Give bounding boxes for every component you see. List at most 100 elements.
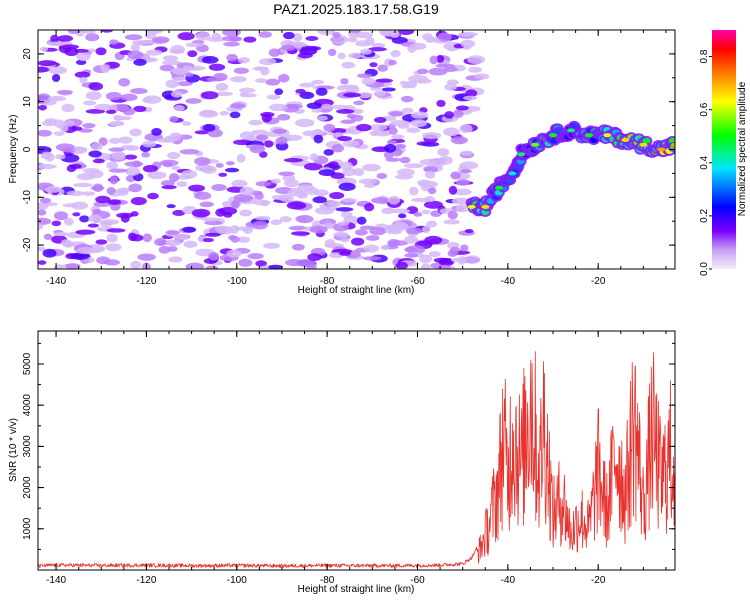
noise-blob xyxy=(443,127,460,137)
colorbar-tick-label: 0.4 xyxy=(699,155,710,169)
noise-blob xyxy=(397,30,415,36)
noise-blob xyxy=(133,105,147,113)
noise-blob xyxy=(223,41,240,47)
noise-blob xyxy=(410,197,431,203)
noise-blob xyxy=(184,72,194,77)
y-tick-label: 3000 xyxy=(22,435,33,458)
noise-blob xyxy=(199,201,214,208)
noise-blob xyxy=(113,114,123,121)
noise-blob xyxy=(356,216,367,225)
noise-blob xyxy=(421,225,431,234)
noise-blob xyxy=(85,109,106,114)
noise-blob xyxy=(185,42,204,48)
noise-blob xyxy=(376,172,388,180)
signal-core xyxy=(642,137,651,144)
noise-blob xyxy=(390,30,400,39)
noise-blob xyxy=(286,201,307,210)
noise-blob xyxy=(169,115,179,123)
noise-blob xyxy=(409,186,419,196)
noise-blob xyxy=(66,190,85,197)
noise-blob xyxy=(215,82,229,92)
noise-blob xyxy=(402,107,414,114)
noise-blob xyxy=(405,227,423,235)
noise-blob xyxy=(327,48,337,57)
noise-blob xyxy=(364,203,375,212)
noise-blob xyxy=(162,55,179,62)
noise-blob xyxy=(176,181,188,187)
noise-blob xyxy=(358,178,378,185)
noise-blob xyxy=(388,59,397,66)
noise-blob xyxy=(265,78,281,86)
noise-blob xyxy=(423,200,444,209)
noise-blob xyxy=(118,136,133,144)
x-tick-label: -60 xyxy=(410,276,425,287)
noise-blob xyxy=(384,143,397,153)
noise-blob xyxy=(367,47,387,52)
noise-blob xyxy=(391,134,405,140)
noise-blob xyxy=(397,168,415,177)
noise-blob xyxy=(168,173,180,183)
noise-blob xyxy=(39,197,52,204)
noise-blob xyxy=(201,56,219,64)
noise-blob xyxy=(125,166,141,176)
noise-blob xyxy=(52,74,61,82)
noise-blob xyxy=(283,104,303,110)
noise-blob xyxy=(183,240,198,248)
noise-blob xyxy=(331,143,344,153)
x-tick-label: -100 xyxy=(227,575,247,586)
noise-blob xyxy=(255,134,269,141)
noise-blob xyxy=(38,60,57,67)
x-tick-label: -120 xyxy=(136,276,156,287)
noise-blob xyxy=(443,66,458,72)
noise-blob xyxy=(315,87,328,96)
noise-blob xyxy=(67,30,81,34)
noise-blob xyxy=(95,239,108,245)
noise-blob xyxy=(223,212,233,218)
noise-blob xyxy=(387,239,400,248)
snr-frame xyxy=(37,330,676,571)
noise-blob xyxy=(176,81,193,87)
noise-blob xyxy=(255,66,267,71)
noise-blob xyxy=(306,263,317,269)
noise-blob xyxy=(350,237,365,246)
noise-blob xyxy=(173,105,185,112)
signal-point xyxy=(517,152,526,157)
noise-blob xyxy=(447,210,458,220)
noise-blob xyxy=(338,182,356,191)
noise-blob xyxy=(239,186,255,196)
noise-blob xyxy=(451,197,471,205)
snr-y-label: SNR (10 * v/v) xyxy=(8,418,19,482)
spectrogram-x-ticks: -140 -120 -100 -80 -60 -40 -20 xyxy=(46,30,667,287)
noise-blob xyxy=(142,141,157,148)
noise-blob xyxy=(278,73,290,83)
noise-blob xyxy=(105,243,122,252)
noise-blob xyxy=(120,213,130,223)
colorbar-tick-label: 0.0 xyxy=(699,262,710,276)
noise-blob xyxy=(342,140,360,148)
noise-blob xyxy=(323,149,334,156)
noise-blob xyxy=(341,198,358,203)
noise-blob xyxy=(403,236,419,244)
noise-blob xyxy=(268,103,288,112)
noise-blob xyxy=(130,211,139,217)
noise-blob xyxy=(160,180,175,187)
noise-blob xyxy=(375,78,394,83)
signal-point xyxy=(494,185,503,190)
noise-blob xyxy=(201,217,219,222)
noise-blob xyxy=(333,231,349,238)
noise-blob xyxy=(243,36,257,43)
noise-blob xyxy=(173,234,190,240)
noise-blob xyxy=(89,170,104,179)
noise-blob xyxy=(127,50,144,60)
noise-blob xyxy=(71,201,89,210)
noise-blob xyxy=(45,153,55,162)
noise-blob xyxy=(270,178,281,184)
noise-blob xyxy=(303,162,323,171)
noise-blob xyxy=(73,182,93,188)
noise-blob xyxy=(229,103,246,109)
noise-blob xyxy=(288,225,308,231)
noise-blob xyxy=(143,95,162,104)
noise-blob xyxy=(39,46,49,52)
noise-blob xyxy=(62,203,78,208)
